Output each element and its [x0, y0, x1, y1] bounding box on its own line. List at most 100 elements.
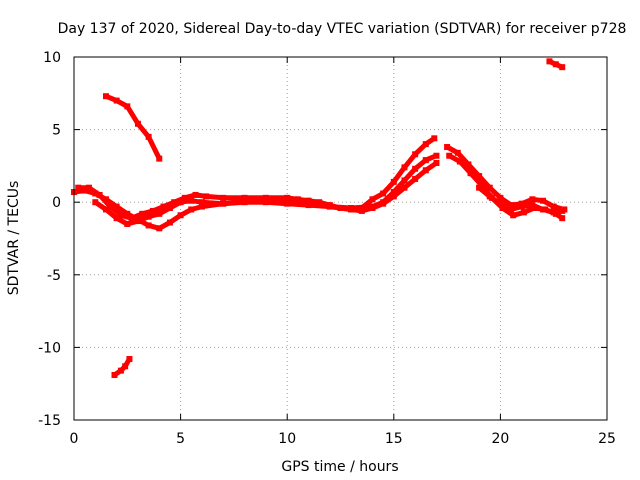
data-point — [241, 194, 248, 201]
data-point — [456, 158, 463, 165]
series-trace-early-low — [111, 356, 133, 378]
data-point — [85, 184, 92, 191]
series-trace-main-b — [75, 135, 438, 222]
data-point — [124, 210, 131, 217]
data-point — [113, 215, 120, 222]
data-point — [96, 191, 103, 198]
data-point — [540, 206, 547, 213]
data-point — [499, 205, 506, 212]
data-point — [177, 199, 184, 206]
series-trace-end-high — [546, 58, 566, 71]
data-point — [454, 149, 461, 156]
data-point — [422, 167, 429, 174]
data-point — [546, 58, 553, 65]
x-tick-label: 10 — [278, 431, 296, 447]
data-point — [380, 190, 387, 197]
data-point — [75, 184, 82, 191]
data-point — [550, 203, 557, 210]
data-point — [262, 194, 269, 201]
data-point — [433, 152, 440, 159]
data-point — [529, 196, 536, 203]
y-tick-label: -10 — [38, 340, 61, 356]
series-trace-early-high — [102, 93, 163, 162]
grid — [74, 57, 607, 420]
data-point — [520, 209, 527, 216]
data-point — [192, 191, 199, 198]
data-point — [412, 151, 419, 158]
data-point — [486, 184, 493, 191]
series-layer — [71, 58, 568, 378]
data-point — [145, 213, 152, 220]
axes — [73, 56, 608, 421]
data-point — [497, 200, 504, 207]
data-point — [171, 199, 178, 206]
data-point — [134, 120, 141, 127]
data-point — [390, 178, 397, 185]
data-point — [305, 197, 312, 204]
data-point — [92, 199, 99, 206]
data-point — [149, 207, 156, 214]
data-point — [486, 193, 493, 200]
data-point — [128, 215, 135, 222]
data-point — [431, 135, 438, 142]
data-point — [139, 210, 146, 217]
data-point — [510, 212, 517, 219]
data-point — [348, 205, 355, 212]
data-point — [145, 133, 152, 140]
data-point — [552, 61, 559, 68]
data-point — [124, 220, 131, 227]
data-point — [102, 206, 109, 213]
data-point — [102, 93, 109, 100]
data-point — [559, 64, 566, 71]
chart-title: Day 137 of 2020, Sidereal Day-to-day VTE… — [58, 21, 627, 37]
data-point — [422, 141, 429, 148]
data-point — [198, 199, 205, 206]
data-point — [412, 165, 419, 172]
data-point — [305, 202, 312, 209]
data-point — [284, 200, 291, 207]
data-point — [369, 196, 376, 203]
data-point — [145, 222, 152, 229]
x-axis-label: GPS time / hours — [281, 459, 398, 475]
data-point — [401, 164, 408, 171]
x-tick-label: 5 — [176, 431, 185, 447]
data-point — [111, 371, 118, 378]
data-point — [476, 173, 483, 180]
series-line-trace-late-a — [444, 144, 567, 212]
data-point — [401, 184, 408, 191]
x-tick-label: 25 — [598, 431, 616, 447]
data-point — [465, 161, 472, 168]
data-point — [550, 209, 557, 216]
y-axis-label: SDTVAR / TECUs — [6, 181, 22, 296]
data-point — [508, 202, 515, 209]
data-point — [126, 356, 133, 363]
x-tick-label: 15 — [385, 431, 403, 447]
data-point — [559, 215, 566, 222]
data-point — [117, 212, 124, 219]
data-point — [529, 202, 536, 209]
data-point — [113, 203, 120, 210]
y-tick-label: 0 — [52, 195, 61, 211]
series-trace-main-c — [92, 152, 440, 227]
data-point — [117, 367, 124, 374]
data-point — [134, 218, 141, 225]
data-point — [476, 184, 483, 191]
data-point — [412, 175, 419, 182]
data-point — [122, 363, 129, 370]
data-point — [444, 144, 451, 151]
series-line-trace-early-high — [103, 93, 162, 162]
data-point — [124, 103, 131, 110]
data-point — [380, 199, 387, 206]
y-tick-label: 10 — [43, 50, 61, 66]
data-point — [220, 194, 227, 201]
data-point — [284, 194, 291, 201]
data-point — [203, 193, 210, 200]
data-point — [166, 205, 173, 212]
series-trace-late-c — [476, 184, 566, 216]
data-point — [188, 197, 195, 204]
y-tick-label: -15 — [38, 413, 61, 429]
data-point — [107, 203, 114, 210]
data-point — [262, 199, 269, 206]
data-point — [241, 199, 248, 206]
